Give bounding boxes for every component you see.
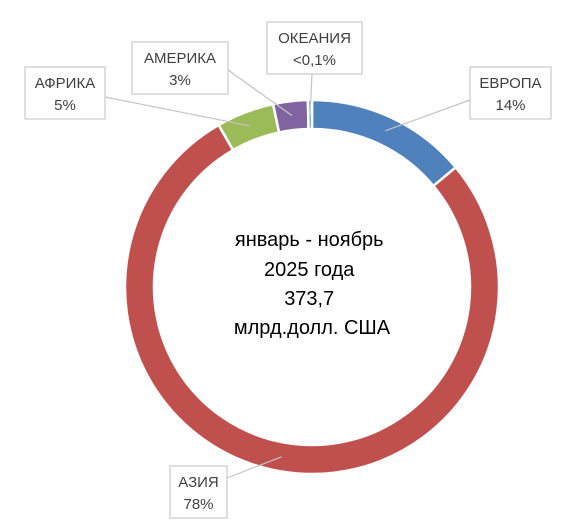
center-label: январь - ноябрь 2025 года 373,7 млрд.дол… xyxy=(234,229,391,339)
slice-asia xyxy=(123,123,501,476)
slice-oceania xyxy=(306,98,314,131)
label-value-asia: 78% xyxy=(183,496,213,513)
label-box-europe xyxy=(469,66,552,120)
label-value-africa: 5% xyxy=(54,97,76,114)
label-value-america: 3% xyxy=(169,72,191,89)
leader-europe xyxy=(385,99,471,132)
leader-oceania xyxy=(309,73,313,115)
slice-america xyxy=(271,98,310,134)
label-america: АМЕРИКА 3% xyxy=(131,41,229,95)
center-line-year: 2025 года xyxy=(264,259,355,281)
data-labels: ЕВРОПА 14% АЗИЯ 78% АФРИКА 5% АМЕРИКА 3% ОКЕАНИЯ… xyxy=(24,21,552,519)
label-name-europe: ЕВРОПА xyxy=(479,75,541,92)
label-box-africa xyxy=(24,66,106,120)
label-name-oceania: ОКЕАНИЯ xyxy=(278,30,351,47)
label-value-europe: 14% xyxy=(495,97,525,114)
label-africa: АФРИКА 5% xyxy=(24,66,106,120)
label-box-america xyxy=(131,41,229,95)
center-line-total: 373,7 xyxy=(284,288,334,310)
label-box-oceania xyxy=(266,21,363,75)
label-value-oceania: <0,1% xyxy=(293,52,336,69)
leader-lines xyxy=(104,69,471,479)
label-name-africa: АФРИКА xyxy=(35,75,95,92)
donut-slices xyxy=(123,98,501,476)
leader-africa xyxy=(104,96,251,127)
label-name-asia: АЗИЯ xyxy=(178,474,219,491)
label-oceania: ОКЕАНИЯ <0,1% xyxy=(266,21,363,75)
center-line-unit: млрд.долл. США xyxy=(234,317,391,339)
leader-america xyxy=(227,69,293,117)
slice-africa xyxy=(216,102,281,152)
leader-asia xyxy=(226,456,282,479)
label-name-america: АМЕРИКА xyxy=(144,50,216,67)
label-asia: АЗИЯ 78% xyxy=(169,465,228,519)
center-line-period: январь - ноябрь xyxy=(235,229,384,251)
label-box-asia xyxy=(169,465,228,519)
label-europe: ЕВРОПА 14% xyxy=(469,66,552,120)
